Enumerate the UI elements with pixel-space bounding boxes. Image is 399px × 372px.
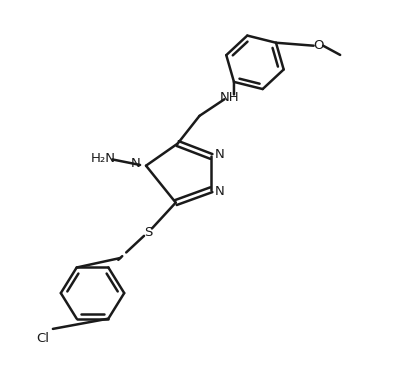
Text: Cl: Cl: [36, 331, 49, 344]
Text: N: N: [215, 185, 225, 198]
Text: O: O: [313, 39, 324, 52]
Text: H₂N: H₂N: [91, 152, 116, 165]
Text: N: N: [131, 157, 141, 170]
Text: S: S: [144, 226, 152, 239]
Text: NH: NH: [219, 91, 239, 104]
Text: N: N: [215, 148, 225, 161]
